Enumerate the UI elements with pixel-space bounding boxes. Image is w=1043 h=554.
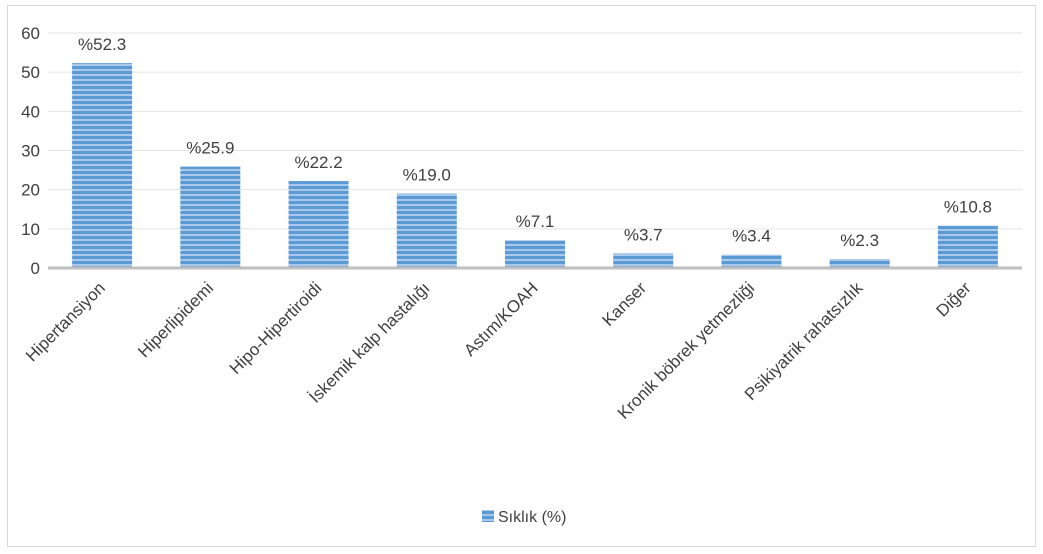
y-tick-label: 50 <box>21 63 40 82</box>
data-label: %52.3 <box>78 35 126 54</box>
y-tick-label: 60 <box>21 24 40 43</box>
y-tick-label: 0 <box>31 259 40 278</box>
bar[interactable] <box>396 193 457 268</box>
category-label: Hipertansiyon <box>22 278 109 365</box>
bar[interactable] <box>72 63 133 269</box>
data-label: %10.8 <box>944 198 992 217</box>
category-label: İskemik kalp hastalığı <box>305 278 433 406</box>
category-label: Hiperlipidemi <box>134 278 217 361</box>
data-labels: %52.3 %25.9 %22.2 %19.0 %7.1 %3.7 %3.4 %2.3 %10.… <box>78 35 992 250</box>
data-label: %3.4 <box>732 227 771 246</box>
category-label: Psikiyatrik rahatsızlık <box>741 278 867 404</box>
bar[interactable] <box>937 225 998 268</box>
chart-frame: 0 10 20 30 40 50 60 %52.3 %25.9 %22.2 %19.0 %7.1 %3… <box>7 5 1036 547</box>
bar[interactable] <box>180 166 241 268</box>
data-label: %22.2 <box>294 153 342 172</box>
y-axis-ticks: 0 10 20 30 40 50 60 <box>21 24 40 278</box>
bar[interactable] <box>721 254 782 268</box>
category-label: Astım/KOAH <box>460 278 542 360</box>
data-label: %2.3 <box>840 231 879 250</box>
bars <box>72 63 998 269</box>
data-label: %3.7 <box>624 226 663 245</box>
bar[interactable] <box>505 240 565 268</box>
category-label: Diğer <box>933 278 975 320</box>
category-label: Kanser <box>599 278 651 330</box>
category-label: Hipo-Hipertiroidi <box>226 278 326 378</box>
bar[interactable] <box>613 253 674 268</box>
legend[interactable]: Sıklık (%) <box>482 509 566 526</box>
data-label: %25.9 <box>186 139 234 158</box>
data-label: %19.0 <box>403 166 451 185</box>
data-label: %7.1 <box>516 212 555 231</box>
y-tick-label: 30 <box>21 142 40 161</box>
category-labels: Hipertansiyon Hiperlipidemi Hipo-Hipertiro… <box>22 278 975 423</box>
y-tick-label: 20 <box>21 181 40 200</box>
bar[interactable] <box>829 258 890 268</box>
y-tick-label: 40 <box>21 102 40 121</box>
bar[interactable] <box>288 181 349 268</box>
legend-swatch <box>482 510 494 522</box>
y-tick-label: 10 <box>21 220 40 239</box>
legend-label: Sıklık (%) <box>498 509 566 526</box>
bar-chart: 0 10 20 30 40 50 60 %52.3 %25.9 %22.2 %19.0 %7.1 %3… <box>21 24 1022 526</box>
